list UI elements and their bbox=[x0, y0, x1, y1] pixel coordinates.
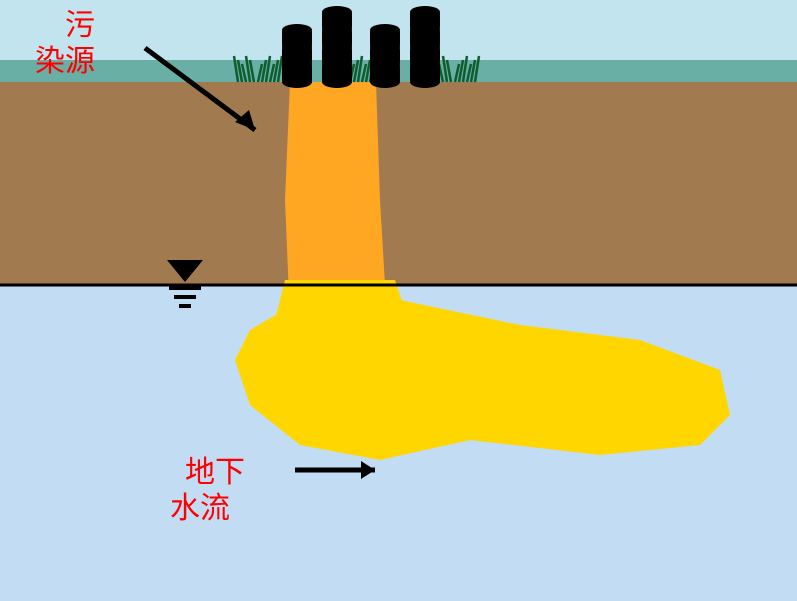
diagram-svg bbox=[0, 0, 797, 601]
water-table-symbol-icon bbox=[167, 260, 203, 306]
pollution-source-label: 污 染源 bbox=[35, 8, 95, 80]
pollution-barrels bbox=[282, 6, 440, 88]
diagram-container: 污 染源 地下 水流 bbox=[0, 0, 797, 601]
contamination-plume bbox=[235, 82, 730, 460]
grass-decoration bbox=[234, 56, 479, 82]
groundwater-flow-label: 地下 水流 bbox=[155, 455, 245, 527]
